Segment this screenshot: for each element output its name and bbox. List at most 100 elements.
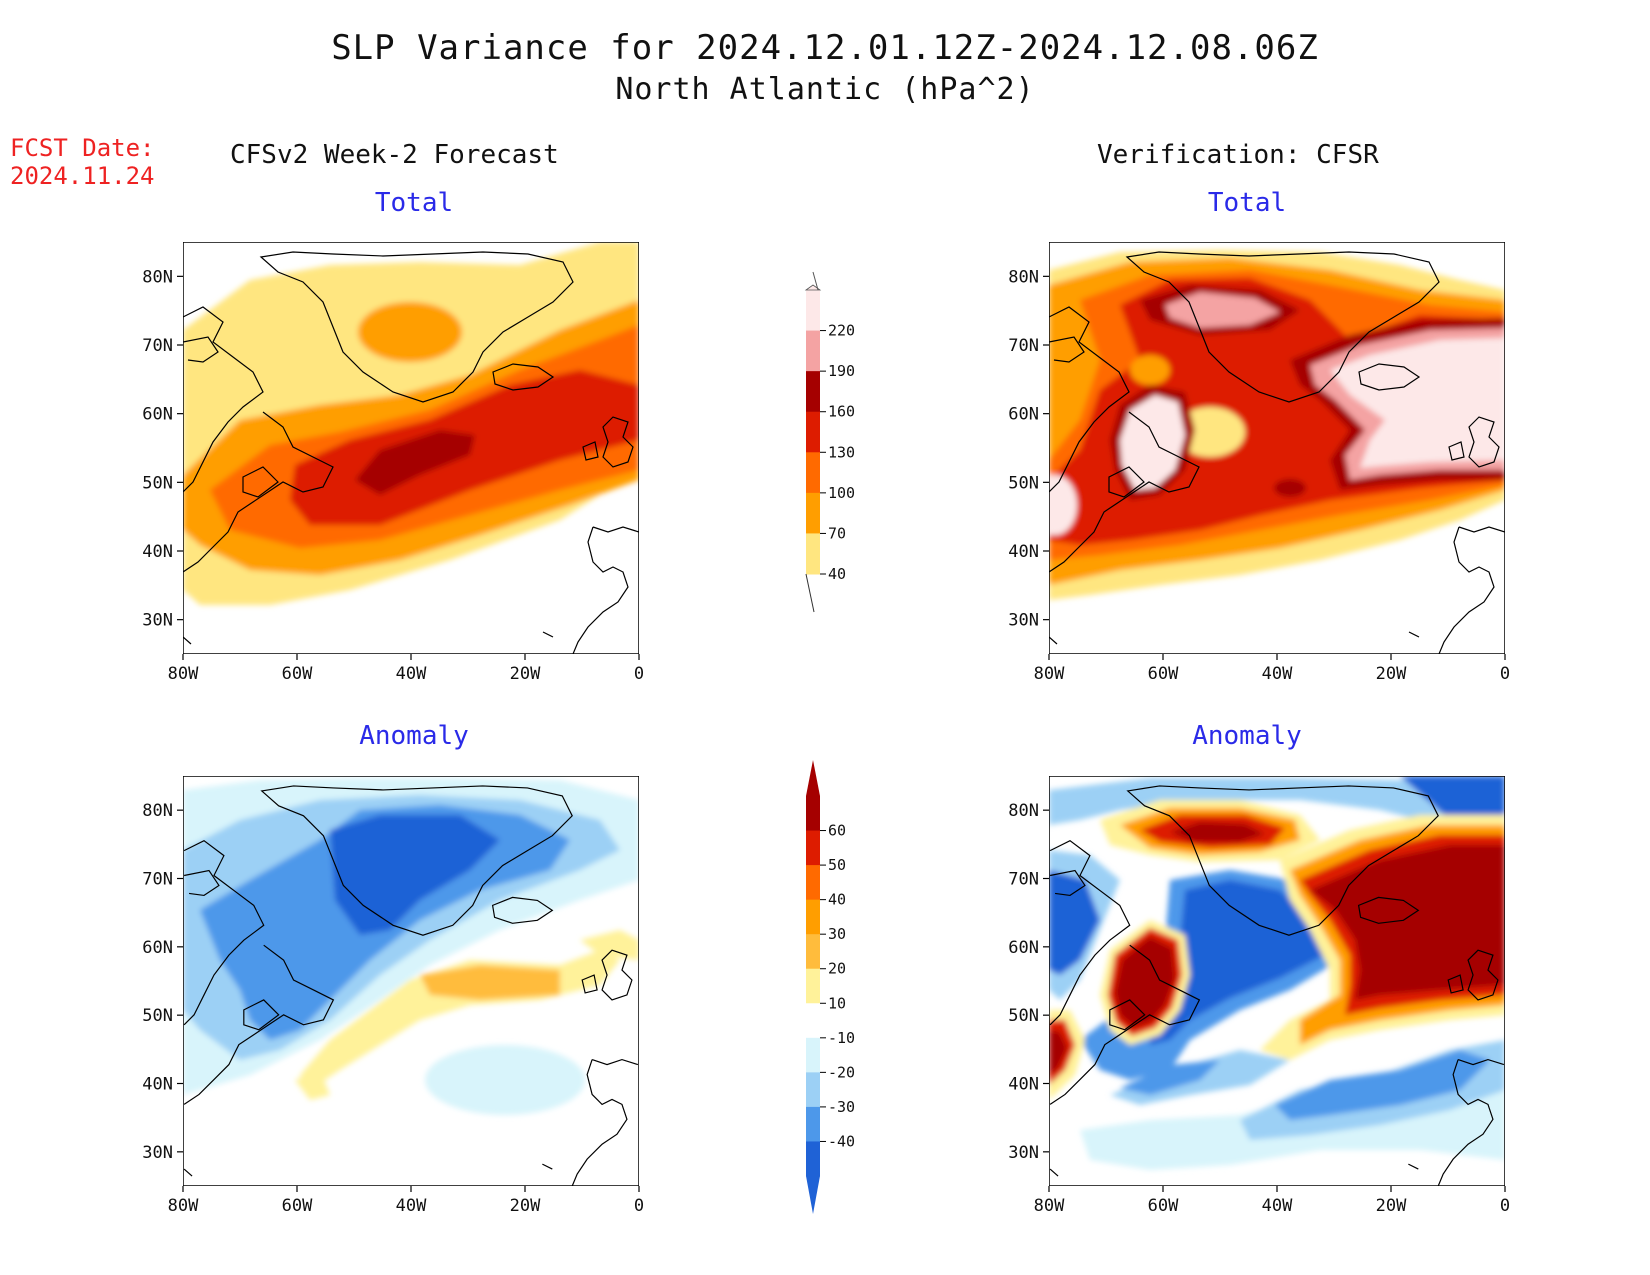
colorbar-label: 20 bbox=[828, 960, 846, 978]
colorbar-label: 10 bbox=[828, 994, 846, 1012]
colorbar-label: 40 bbox=[828, 891, 846, 909]
lon-tick-label: 80W bbox=[1034, 664, 1065, 684]
colorbar-label: 220 bbox=[828, 322, 855, 340]
colorbar-swatch bbox=[806, 492, 820, 534]
colorbar-swatch bbox=[806, 411, 820, 453]
fcst-date-value: 2024.11.24 bbox=[10, 162, 155, 190]
lon-tick-label: 0 bbox=[1500, 1196, 1510, 1216]
lat-tick-label: 40N bbox=[1008, 1075, 1039, 1095]
colorbar-cap-line bbox=[812, 271, 819, 291]
lon-tick-label: 20W bbox=[510, 1196, 541, 1216]
figure-subtitle: North Atlantic (hPa^2) bbox=[615, 72, 1035, 107]
lat-tick-label: 60N bbox=[1008, 405, 1039, 425]
colorbar-swatch bbox=[806, 899, 820, 935]
lat-tick-label: 40N bbox=[142, 1075, 173, 1095]
lat-tick-label: 80N bbox=[1008, 801, 1039, 821]
lon-tick-label: 0 bbox=[1500, 664, 1510, 684]
colorbar-swatch bbox=[806, 796, 820, 832]
verification-total-title: Total bbox=[1207, 188, 1287, 218]
verification-anomaly-title: Anomaly bbox=[1192, 721, 1302, 751]
lat-tick-label: 50N bbox=[1008, 1006, 1039, 1026]
colorbar-label: -40 bbox=[828, 1132, 855, 1150]
lon-tick-label: 20W bbox=[1376, 1196, 1407, 1216]
colorbar-swatch bbox=[806, 1141, 820, 1177]
colorbar-swatch bbox=[806, 371, 820, 413]
colorbar-swatch bbox=[806, 1106, 820, 1142]
lat-tick-label: 60N bbox=[1008, 938, 1039, 958]
colorbar-label: 100 bbox=[828, 484, 855, 502]
lon-tick-label: 60W bbox=[282, 664, 313, 684]
lon-tick-label: 40W bbox=[1262, 1196, 1293, 1216]
lat-tick-label: 30N bbox=[142, 1143, 173, 1163]
lat-tick-label: 70N bbox=[1008, 336, 1039, 356]
figure-title: SLP Variance for 2024.12.01.12Z-2024.12.… bbox=[331, 28, 1319, 68]
verification-column-heading: Verification: CFSR bbox=[1097, 140, 1379, 170]
colorbar-cap-line bbox=[805, 573, 815, 613]
lon-tick-label: 20W bbox=[510, 664, 541, 684]
colorbar-swatch bbox=[806, 290, 820, 332]
lat-tick-label: 60N bbox=[142, 938, 173, 958]
colorbar-label: 50 bbox=[828, 856, 846, 874]
lat-tick-label: 80N bbox=[142, 801, 173, 821]
colorbar-swatch bbox=[806, 968, 820, 1004]
lat-tick-label: 60N bbox=[142, 405, 173, 425]
lon-tick-label: 20W bbox=[1376, 664, 1407, 684]
lat-tick-label: 80N bbox=[142, 267, 173, 287]
lon-tick-label: 60W bbox=[1148, 1196, 1179, 1216]
colorbar-swatch bbox=[806, 865, 820, 901]
verification-total-map bbox=[1049, 242, 1505, 654]
colorbar-swatch bbox=[806, 533, 820, 575]
lat-tick-label: 40N bbox=[142, 542, 173, 562]
forecast-anomaly-title: Anomaly bbox=[359, 721, 469, 751]
lat-tick-label: 70N bbox=[1008, 870, 1039, 890]
colorbar-swatch bbox=[806, 330, 820, 372]
colorbar-swatch bbox=[806, 934, 820, 970]
lat-tick-label: 40N bbox=[1008, 542, 1039, 562]
lat-tick-label: 50N bbox=[1008, 473, 1039, 493]
lat-tick-label: 30N bbox=[1008, 611, 1039, 631]
lat-tick-label: 70N bbox=[142, 870, 173, 890]
lon-tick-label: 60W bbox=[1148, 664, 1179, 684]
lat-tick-label: 50N bbox=[142, 473, 173, 493]
colorbar-cap-top bbox=[806, 760, 820, 796]
colorbar-label: -10 bbox=[828, 1029, 855, 1047]
lat-tick-label: 30N bbox=[1008, 1143, 1039, 1163]
lon-tick-label: 40W bbox=[1262, 664, 1293, 684]
verification-anomaly-map bbox=[1049, 776, 1505, 1186]
colorbar-label: -30 bbox=[828, 1098, 855, 1116]
colorbar-swatch bbox=[806, 1072, 820, 1108]
colorbar-cap-bottom bbox=[806, 1176, 820, 1214]
colorbar-swatch bbox=[806, 1003, 820, 1039]
axis-ticks: 80N 70N 60N 50N 40N 30N 80W 60W 40W 20W 0 80N 70N 60N… bbox=[142, 267, 1510, 1216]
lon-tick-label: 60W bbox=[282, 1196, 313, 1216]
lat-tick-label: 70N bbox=[142, 336, 173, 356]
colorbar-label: -20 bbox=[828, 1063, 855, 1081]
lat-tick-label: 50N bbox=[142, 1006, 173, 1026]
colorbar-cap-top bbox=[804, 284, 822, 291]
colorbar-label: 190 bbox=[828, 362, 855, 380]
forecast-total-map bbox=[183, 242, 639, 654]
colorbar-swatch bbox=[806, 1037, 820, 1073]
fcst-date-label: FCST Date: bbox=[10, 134, 155, 162]
lon-tick-label: 40W bbox=[396, 1196, 427, 1216]
colorbar-label: 30 bbox=[828, 925, 846, 943]
lat-tick-label: 80N bbox=[1008, 267, 1039, 287]
lon-tick-label: 80W bbox=[168, 1196, 199, 1216]
colorbar-swatch bbox=[806, 452, 820, 494]
lon-tick-label: 0 bbox=[634, 664, 644, 684]
lon-tick-label: 40W bbox=[396, 664, 427, 684]
forecast-anomaly-map bbox=[183, 776, 639, 1186]
forecast-column-heading: CFSv2 Week-2 Forecast bbox=[230, 140, 559, 170]
lat-tick-label: 30N bbox=[142, 611, 173, 631]
colorbar-swatch bbox=[806, 830, 820, 866]
lon-tick-label: 80W bbox=[168, 664, 199, 684]
colorbar-label: 160 bbox=[828, 403, 855, 421]
colorbars: 220 190 160 130 100 70 40 60 50 40 30 20 10 -10 -20 -30… bbox=[804, 271, 855, 1214]
lon-tick-label: 80W bbox=[1034, 1196, 1065, 1216]
colorbar-label: 70 bbox=[828, 524, 846, 542]
lon-tick-label: 0 bbox=[634, 1196, 644, 1216]
colorbar-label: 60 bbox=[828, 822, 846, 840]
colorbar-label: 130 bbox=[828, 443, 855, 461]
colorbar-label: 40 bbox=[828, 565, 846, 583]
